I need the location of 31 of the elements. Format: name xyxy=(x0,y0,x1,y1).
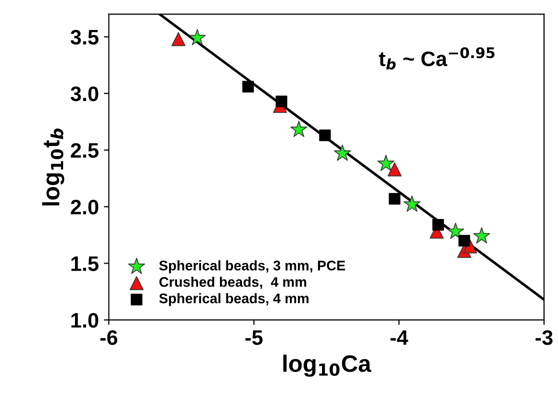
point xyxy=(388,162,402,176)
point xyxy=(432,219,444,231)
point xyxy=(447,222,464,239)
y-tick-label: 2.0 xyxy=(70,200,98,214)
point xyxy=(458,234,470,246)
legend-label: Spherical beads, 4 mm xyxy=(159,293,308,306)
point xyxy=(290,120,308,137)
point xyxy=(334,144,351,161)
point xyxy=(188,29,206,46)
y-tick-label: 3.5 xyxy=(70,30,99,45)
point xyxy=(276,96,288,108)
x-tick-label: -5 xyxy=(245,330,263,345)
point xyxy=(388,192,400,205)
x-tick-label: -4 xyxy=(390,330,408,345)
legend-label: Spherical beads, 3 mm, PCE xyxy=(159,260,346,274)
point xyxy=(377,154,394,171)
y-tick-label: 1.5 xyxy=(71,256,99,272)
y-axis-title: log$_{10}$t$_{b}$ xyxy=(42,128,64,206)
x-tick-label: -6 xyxy=(100,330,118,345)
x-axis-title: log$_{10}$Ca xyxy=(283,354,372,377)
point xyxy=(473,227,490,244)
point xyxy=(171,32,186,46)
point xyxy=(319,130,331,142)
point xyxy=(242,80,254,92)
point xyxy=(404,196,421,212)
y-tick-label: 3.0 xyxy=(70,86,98,102)
y-tick-label: 2.5 xyxy=(70,143,99,158)
legend-label: Crushed beads, 4 mm xyxy=(159,276,306,289)
annotation: t$_{b}$ ~ Ca$^{−0.95}$ xyxy=(378,47,495,70)
y-tick-label: 1.0 xyxy=(71,312,98,328)
x-tick-label: -3 xyxy=(536,330,553,346)
